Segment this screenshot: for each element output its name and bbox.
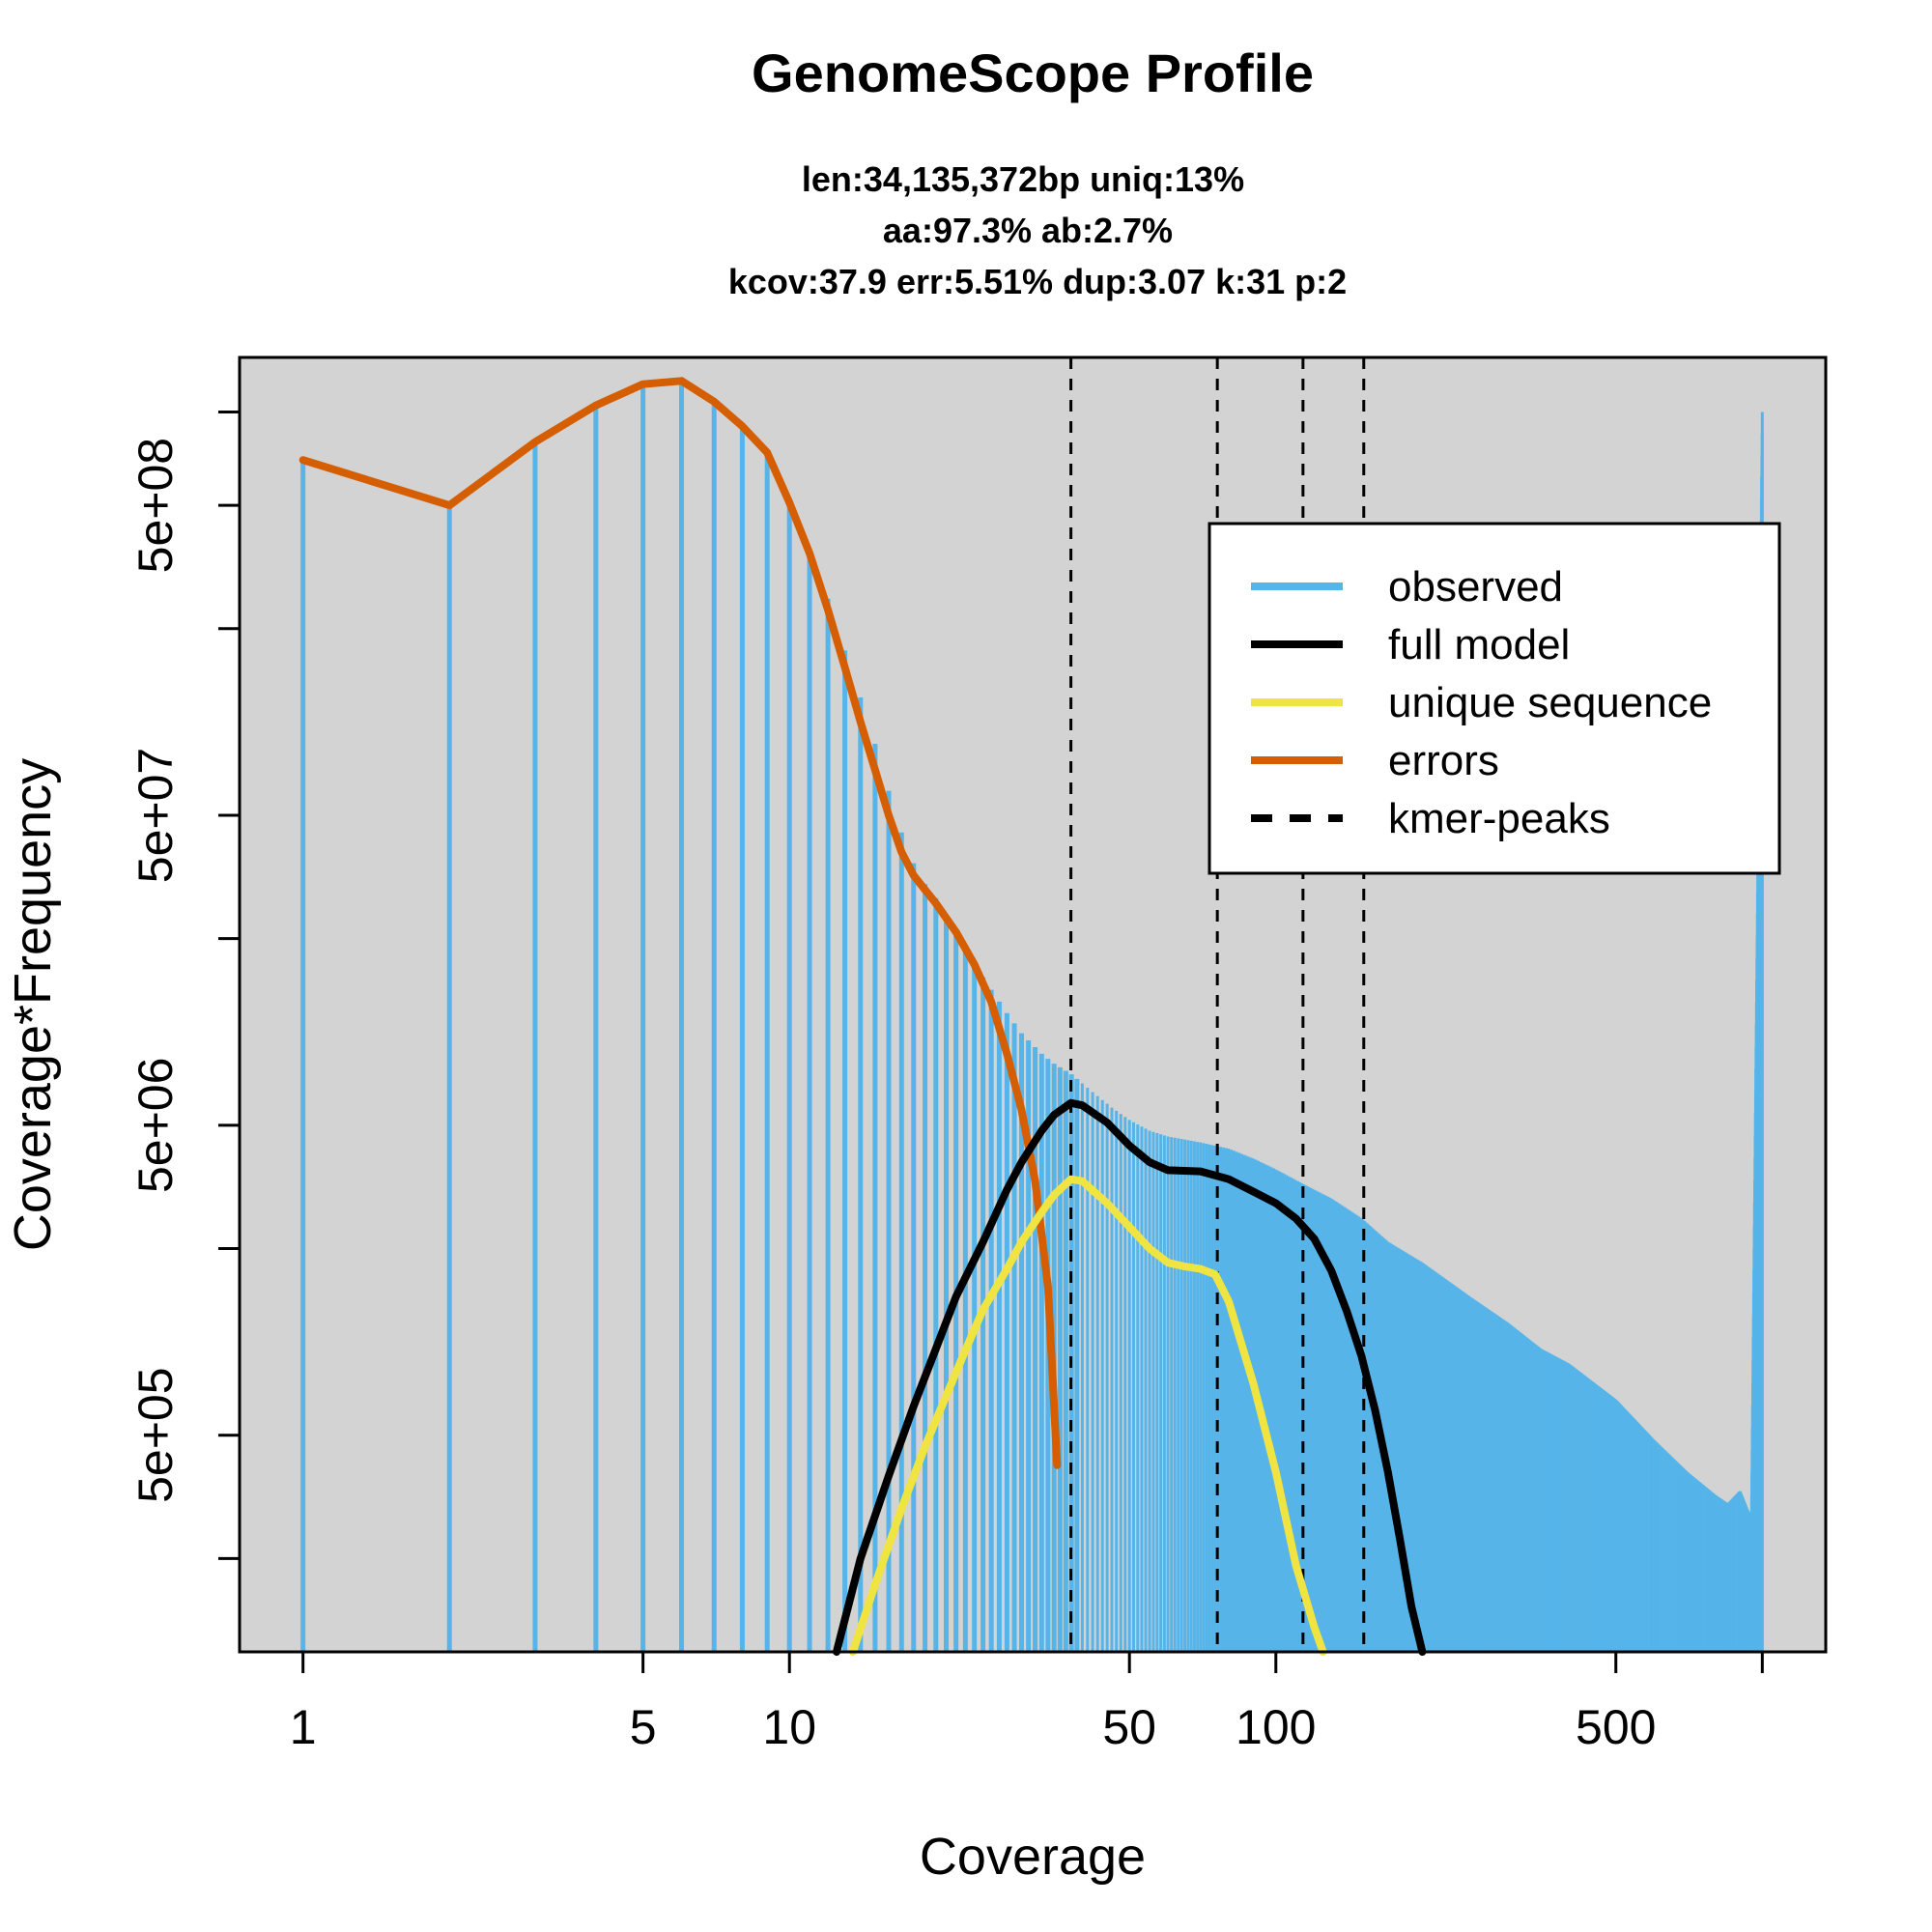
legend-label: kmer-peaks <box>1388 795 1610 842</box>
legend-label: observed <box>1388 563 1563 611</box>
y-axis-label: Coverage*Frequency <box>4 758 62 1251</box>
y-tick-label: 5e+05 <box>128 1367 183 1502</box>
y-tick-label: 5e+07 <box>128 748 183 883</box>
x-tick-label: 500 <box>1576 1700 1656 1754</box>
x-tick-label: 1 <box>290 1700 317 1754</box>
legend-label: full model <box>1388 621 1570 668</box>
x-tick-label: 10 <box>762 1700 816 1754</box>
x-tick-label: 50 <box>1102 1700 1156 1754</box>
legend: observed full model unique sequence errors k… <box>1208 522 1781 875</box>
legend-label: unique sequence <box>1388 679 1712 726</box>
plot-border <box>238 355 1828 1654</box>
y-axis: 5e+05 5e+06 5e+07 5e+08 <box>128 411 240 1560</box>
x-tick-label: 5 <box>630 1700 657 1754</box>
chart-subtitle-line-2: aa:97.3% ab:2.7% <box>883 211 1173 250</box>
x-tick-label: 100 <box>1236 1700 1316 1754</box>
x-axis-label: Coverage <box>920 1828 1146 1886</box>
full-model-line <box>833 1098 1427 1656</box>
y-tick-label: 5e+08 <box>128 438 183 573</box>
errors-line <box>298 377 1062 1469</box>
unique-sequence-line <box>848 1175 1327 1656</box>
model-lines <box>298 377 1427 1656</box>
x-axis: 1 5 10 50 100 500 <box>290 1652 1764 1754</box>
chart-subtitle-line-1: len:34,135,372bp uniq:13% <box>802 159 1244 199</box>
legend-label: errors <box>1388 737 1499 784</box>
observed-series <box>300 381 1764 1652</box>
chart-title: GenomeScope Profile <box>752 43 1314 103</box>
chart-subtitle-line-3: kcov:37.9 err:5.51% dup:3.07 k:31 p:2 <box>728 262 1347 301</box>
y-tick-label: 5e+06 <box>128 1058 183 1193</box>
